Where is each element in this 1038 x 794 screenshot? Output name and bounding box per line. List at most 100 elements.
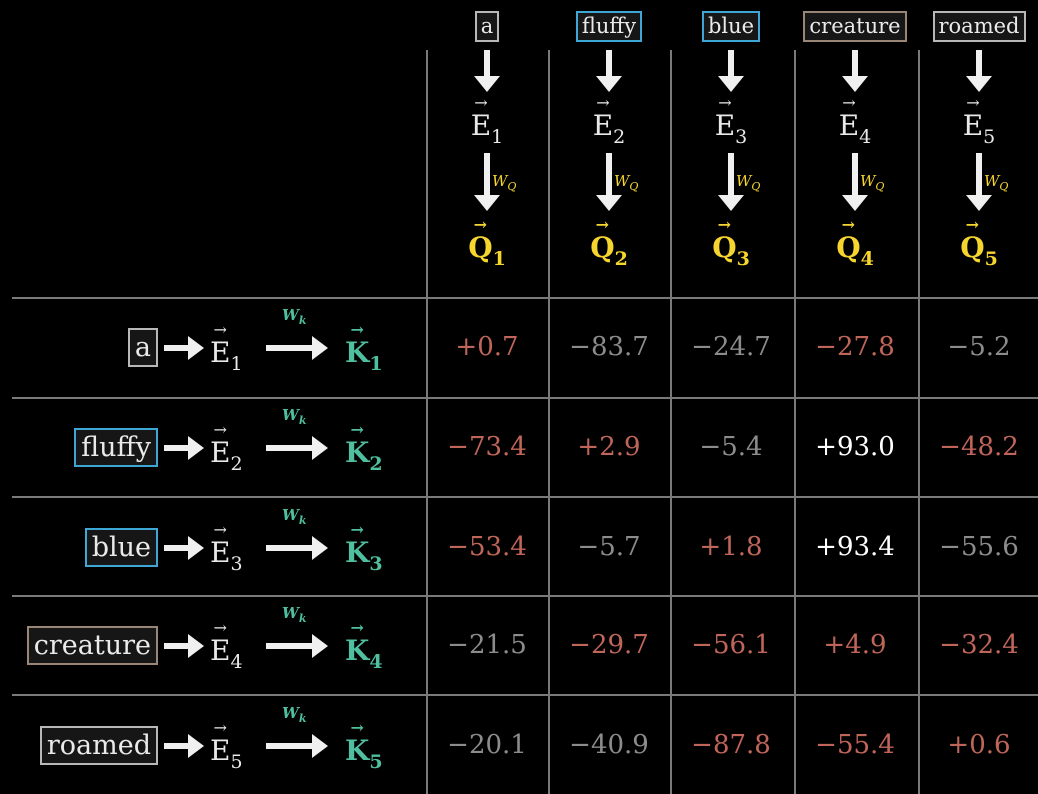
key-symbol-letter: K (345, 422, 370, 467)
down-arrow-icon (966, 153, 992, 211)
grid-horizontal-line (12, 595, 1038, 597)
score-cell: −29.7 (569, 630, 649, 660)
embedding-symbol-letter: E (839, 95, 860, 140)
embedding-symbol-subscript: 2 (230, 453, 243, 475)
key-matrix-subscript: k (298, 514, 307, 527)
score-cell: −56.1 (691, 630, 771, 660)
query-matrix-label: WQ (860, 172, 884, 193)
column-header-blue: blueE3WQQ3 (670, 0, 792, 280)
query-matrix-subscript: Q (999, 180, 1009, 193)
score-cell: +93.0 (815, 432, 895, 462)
score-cell: −27.8 (815, 332, 895, 362)
grid-vertical-line (426, 50, 428, 794)
grid-horizontal-line (12, 397, 1038, 399)
column-token-creature: creature (803, 11, 907, 42)
key-matrix-letter: W (282, 506, 299, 524)
key-matrix-label: Wk (282, 604, 306, 625)
query-matrix-label: WQ (614, 172, 638, 193)
right-arrow-icon (164, 634, 204, 658)
column-token-fluffy: fluffy (575, 11, 643, 42)
score-cell: −53.4 (447, 532, 527, 562)
query-matrix-label: WQ (492, 172, 516, 193)
query-matrix-letter: W (736, 172, 752, 190)
key-matrix-subscript: k (298, 414, 307, 427)
query-symbol: Q5 (918, 217, 1038, 269)
right-arrow-icon (164, 734, 204, 758)
row-token-creature: creature (26, 626, 158, 665)
score-cell: −73.4 (447, 432, 527, 462)
embedding-symbol-subscript: 2 (613, 126, 626, 148)
embedding-symbol-letter: E (210, 522, 231, 567)
query-matrix-letter: W (492, 172, 508, 190)
score-cell: −5.7 (577, 532, 641, 562)
score-cell: −24.7 (691, 332, 771, 362)
grid-vertical-line (794, 50, 796, 794)
embedding-symbol: E5 (210, 720, 243, 773)
key-symbol-subscript: 3 (369, 553, 383, 575)
column-header-a: aE1WQQ1 (426, 0, 548, 280)
key-symbol-subscript: 1 (369, 353, 383, 375)
row-token-fluffy: fluffy (74, 428, 158, 467)
score-cell: −55.6 (939, 532, 1019, 562)
column-token-wrap: creature (794, 11, 916, 42)
score-cell: −40.9 (569, 730, 649, 760)
column-token-a: a (474, 11, 500, 42)
query-matrix-letter: W (860, 172, 876, 190)
embedding-symbol: E2 (210, 422, 243, 475)
key-symbol-letter: K (345, 322, 370, 367)
score-cell: −5.4 (699, 432, 763, 462)
key-symbol: K2 (345, 422, 383, 475)
right-arrow-icon (164, 536, 204, 560)
query-matrix-subscript: Q (629, 180, 639, 193)
query-symbol: Q3 (670, 217, 792, 270)
key-symbol-letter: K (345, 620, 370, 665)
query-symbol-subscript: 2 (614, 248, 628, 270)
query-symbol-subscript: 3 (736, 248, 750, 270)
key-symbol-subscript: 2 (369, 453, 383, 475)
row-token-blue: blue (84, 528, 158, 567)
embedding-symbol: E1 (210, 322, 243, 375)
embedding-symbol-letter: E (715, 95, 736, 140)
embedding-symbol-letter: E (210, 720, 231, 765)
row-token-roamed: roamed (39, 726, 158, 765)
embedding-symbol-letter: E (210, 422, 231, 467)
right-arrow-icon (164, 436, 204, 460)
score-cell: −21.5 (447, 630, 527, 660)
score-cell: −5.2 (947, 332, 1011, 362)
grid-vertical-line (918, 50, 920, 794)
embedding-symbol: E3 (210, 522, 243, 574)
query-matrix-subscript: Q (875, 180, 885, 193)
query-matrix-letter: W (614, 172, 630, 190)
key-matrix-letter: W (282, 604, 299, 622)
embedding-symbol-subscript: 4 (859, 126, 872, 148)
row-header-fluffy: fluffyE2WkK2 (0, 398, 420, 496)
grid-horizontal-line (12, 496, 1038, 498)
embedding-symbol-subscript: 1 (230, 353, 243, 375)
embedding-symbol-letter: E (210, 620, 231, 665)
right-arrow-icon (266, 634, 328, 658)
key-matrix-letter: W (282, 704, 299, 722)
query-symbol: Q4 (794, 217, 916, 270)
key-matrix-label: Wk (282, 704, 306, 725)
key-symbol: K1 (345, 322, 383, 375)
query-symbol-subscript: 4 (860, 248, 874, 270)
key-symbol: K3 (345, 522, 383, 575)
key-matrix-letter: W (282, 406, 299, 424)
right-arrow-icon (164, 336, 204, 360)
down-arrow-icon (842, 50, 868, 92)
embedding-symbol: E4 (794, 95, 916, 148)
score-cell: +4.9 (823, 630, 887, 660)
embedding-symbol-subscript: 5 (230, 751, 243, 773)
score-cell: +2.9 (577, 432, 641, 462)
query-matrix-letter: W (984, 172, 1000, 190)
key-matrix-subscript: k (298, 712, 307, 725)
right-arrow-icon (266, 536, 328, 560)
column-header-creature: creatureE4WQQ4 (794, 0, 916, 280)
down-arrow-icon (596, 50, 622, 92)
down-arrow-icon (966, 50, 992, 92)
column-header-roamed: roamedE5WQQ5 (918, 0, 1038, 280)
down-arrow-icon (718, 153, 744, 211)
score-cell: +93.4 (815, 532, 895, 562)
row-header-roamed: roamedE5WkK5 (0, 696, 420, 794)
